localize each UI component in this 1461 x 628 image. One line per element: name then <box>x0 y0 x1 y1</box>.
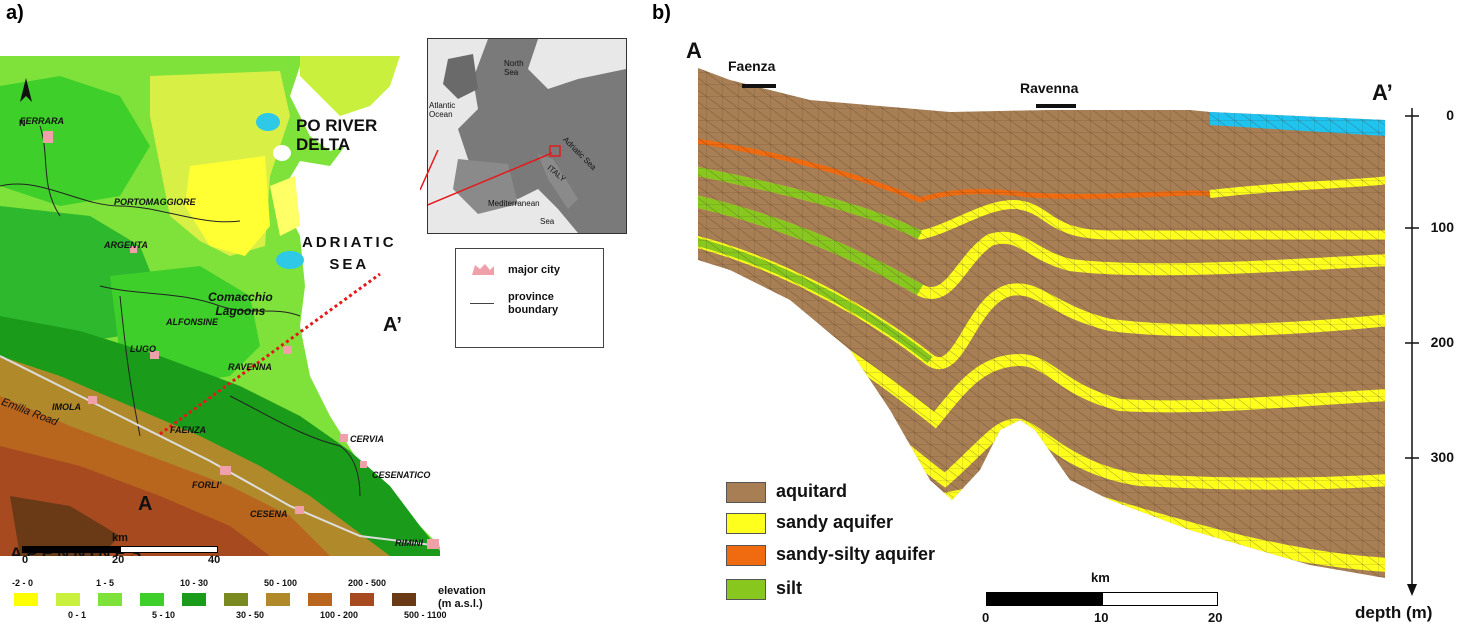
elevation-swatch-2 <box>98 593 122 606</box>
elevation-swatch-7 <box>308 593 332 606</box>
legend-label-aquitard: aquitard <box>776 481 848 501</box>
cross-section-graphic <box>698 68 1385 578</box>
europe-inset-graphic <box>428 39 626 233</box>
inset-sea: Sea <box>540 217 555 226</box>
elevation-label-2: 1 - 5 <box>96 578 115 588</box>
po-river-delta-label: PO RIVER DELTA <box>296 116 378 154</box>
elevation-swatch-0 <box>14 593 38 606</box>
legend-label-sandy-aquifer: sandy aquifer <box>776 512 894 532</box>
xsec-start-label: A <box>686 38 702 63</box>
city-cesena: CESENA <box>250 509 288 519</box>
elevation-label-9: 500 - 1100 <box>404 610 447 620</box>
elevation-swatch-9 <box>392 593 416 606</box>
xsec-faenza-label: Faenza <box>728 58 776 74</box>
elevation-swatch-4 <box>182 593 206 606</box>
north-arrow-label: N <box>19 118 26 128</box>
city-argenta: ARGENTA <box>104 240 148 250</box>
elevation-label-3: 5 - 10 <box>152 610 176 620</box>
elevation-swatch-1 <box>56 593 80 606</box>
elevation-label-5: 30 - 50 <box>236 610 265 620</box>
xsec-scale-10: 10 <box>1094 610 1109 625</box>
city-cesenatico: CESENATICO <box>372 470 431 480</box>
elevation-label-0: -2 - 0 <box>12 578 34 588</box>
map-scale-40: 40 <box>208 554 221 566</box>
elevation-map: N PO RIVER DELTA ADRIATIC SEA Comacchio Lag… <box>0 56 440 556</box>
city-imola: IMOLA <box>52 402 81 412</box>
inset-mediterranean: Mediterranean <box>488 199 540 208</box>
legend-swatch-sandy-silty-aquifer <box>726 545 766 566</box>
inset-atlantic: Atlantic Ocean <box>429 101 456 119</box>
legend-label-sandy-silty-aquifer: sandy-silty aquifer <box>776 544 936 564</box>
inset-north-sea: North Sea <box>504 59 524 77</box>
xsec-scale-black <box>986 592 1102 606</box>
map-scale-20: 20 <box>112 554 125 566</box>
map-scale-0: 0 <box>22 554 29 566</box>
elevation-swatch-8 <box>350 593 374 606</box>
city-ferrara: FERRARA <box>20 116 64 126</box>
legend-province-boundary: province boundary <box>508 291 559 316</box>
elevation-swatch-6 <box>266 593 290 606</box>
xsec-ravenna-label: Ravenna <box>1020 80 1079 96</box>
xsec-scale-white <box>1102 592 1218 606</box>
legend-swatch-sandy-aquifer <box>726 513 766 534</box>
elevation-legend-title: elevation (m a.s.l.) <box>438 585 486 610</box>
faenza-marker <box>742 84 776 88</box>
city-lugo: LUGO <box>130 344 156 354</box>
xsec-end-label: A’ <box>1372 80 1393 105</box>
city-rimini: RIMINI <box>395 538 423 548</box>
europe-inset-map: North Sea Atlantic Ocean Adriatic Sea ITAL… <box>427 38 627 234</box>
depth-axis-title: depth (m) <box>1355 603 1433 622</box>
legend-major-city: major city <box>508 264 560 276</box>
city-cervia: CERVIA <box>350 434 385 444</box>
xsec-scale-0: 0 <box>982 610 990 625</box>
depth-tick-200: 200 <box>1430 334 1454 350</box>
elevation-swatch-5 <box>224 593 248 606</box>
legend-swatch-silt <box>726 579 766 600</box>
map-scale-bar: km 0 20 40 <box>22 532 220 566</box>
section-start-label: A <box>138 493 153 515</box>
city-faenza: FAENZA <box>170 425 206 435</box>
city-forli: FORLI’ <box>192 480 222 490</box>
xsec-scale-20: 20 <box>1208 610 1223 625</box>
elevation-swatch-3 <box>140 593 164 606</box>
comacchio-lagoons-label: Comacchio Lagoons <box>208 290 273 318</box>
elevation-label-7: 100 - 200 <box>320 610 359 620</box>
section-end-label: A’ <box>383 314 402 336</box>
legend-label-silt: silt <box>776 578 803 598</box>
legend-swatch-aquitard <box>726 482 766 503</box>
map-scale-unit: km <box>112 532 128 544</box>
depth-tick-300: 300 <box>1430 449 1454 465</box>
map-graphic <box>0 56 440 556</box>
adriatic-sea-label: ADRIATIC SEA <box>302 234 397 273</box>
depth-axis <box>1405 108 1419 596</box>
panel-a-label: a) <box>6 2 24 24</box>
depth-tick-0: 0 <box>1446 107 1454 123</box>
city-alfonsine: ALFONSINE <box>166 317 219 327</box>
map-legend: major city province boundary <box>455 248 604 348</box>
elevation-label-1: 0 - 1 <box>68 610 87 620</box>
major-city-swatch <box>472 264 494 275</box>
inset-pointer <box>420 150 439 191</box>
elevation-label-6: 50 - 100 <box>264 578 298 588</box>
elevation-label-4: 10 - 30 <box>180 578 209 588</box>
province-boundary-swatch <box>470 303 494 304</box>
city-ravenna: RAVENNA <box>228 362 272 372</box>
ravenna-marker <box>1036 104 1076 108</box>
xsec-scale-unit: km <box>1091 570 1110 585</box>
city-portomaggiore: PORTOMAGGIORE <box>114 197 196 207</box>
panel-b-label: b) <box>652 2 671 24</box>
elevation-label-8: 200 - 500 <box>348 578 387 588</box>
depth-tick-100: 100 <box>1430 219 1454 235</box>
